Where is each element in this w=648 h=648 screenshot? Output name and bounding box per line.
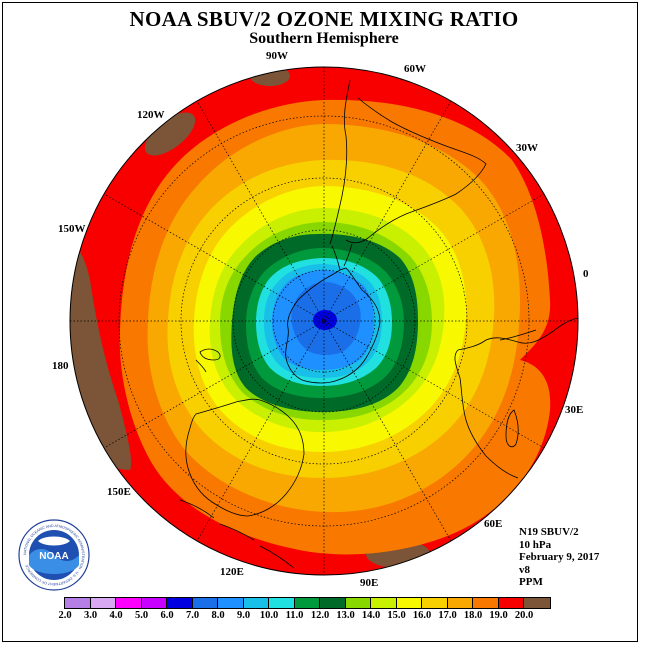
color-scale-tick-label: 5.0 (134, 610, 149, 621)
label-120e: 120E (220, 566, 244, 578)
indonesia-coastline (179, 499, 295, 569)
label-90e: 90E (360, 577, 379, 589)
color-scale-segment (345, 598, 371, 608)
color-scale-tick-label: 20.0 (514, 610, 534, 621)
label-60e: 60E (484, 518, 503, 530)
color-scale-segment (524, 598, 550, 608)
info-satellite: N19 SBUV/2 (519, 526, 579, 538)
meridian-30e-150w (103, 193, 545, 449)
info-date: February 9, 2017 (519, 551, 600, 563)
color-scale-tick-label: 14.0 (361, 610, 381, 621)
south-america-coastline (329, 79, 487, 245)
color-scale-segment (167, 598, 193, 608)
color-scale-segment (269, 598, 295, 608)
meridian-60w-120e (196, 100, 452, 542)
label-150w: 150W (58, 223, 86, 235)
color-scale-segment (65, 598, 91, 608)
africa-coastline (454, 317, 578, 479)
label-120w: 120W (137, 109, 165, 121)
antarctic-peninsula (331, 243, 353, 271)
color-scale-segment (116, 598, 142, 608)
color-scale-tick-label: 18.0 (463, 610, 483, 621)
antarctica-coastline (285, 267, 381, 384)
color-scale-tick-label: 8.0 (211, 610, 225, 621)
color-scale-tick-label: 19.0 (489, 610, 508, 621)
color-scale-tick-label: 9.0 (236, 610, 251, 621)
color-scale-tick-label: 15.0 (387, 610, 406, 621)
map-title: NOAA SBUV/2 OZONE MIXING RATIO (129, 7, 519, 31)
graticule (70, 67, 578, 575)
map-subtitle: Southern Hemisphere (249, 30, 399, 47)
color-scale-segment (218, 598, 244, 608)
color-scale-tick-label: 10.0 (259, 610, 279, 621)
color-scale-segment (294, 598, 320, 608)
color-scale-tick-label: 12.0 (310, 610, 330, 621)
meridian-60e-120w (196, 100, 452, 542)
color-scale-ticks: 2.0 3.0 4.0 5.0 6.0 7.0 8.0 9.0 10.0 11.0 12.0 13.0… (0, 610, 648, 624)
noaa-logo: NOAA NATIONAL OCEANIC AND ATMOSPHERIC AD… (18, 519, 90, 591)
map-boundary (69, 66, 579, 576)
color-scale-tick-label: 17.0 (438, 610, 457, 621)
color-scale-segment (192, 598, 218, 608)
color-scale-segment (473, 598, 499, 608)
ozone-field (70, 67, 578, 575)
color-scale-segment (396, 598, 422, 608)
color-scale-tick-label: 7.0 (185, 610, 200, 621)
label-180: 180 (52, 360, 69, 372)
new-zealand-coastline (195, 348, 221, 373)
color-scale-tick-label: 13.0 (336, 610, 355, 621)
color-scale-tick-label: 3.0 (83, 610, 98, 621)
color-scale-tick-label: 4.0 (109, 610, 123, 621)
color-scale-segment (243, 598, 269, 608)
info-block: N19 SBUV/2 10 hPa February 9, 2017 v8 PP… (519, 526, 599, 589)
label-60w: 60W (404, 63, 426, 75)
coastlines (179, 79, 578, 569)
color-scale-tick-label: 2.0 (58, 610, 72, 621)
color-scale-segment (422, 598, 448, 608)
color-scale-segment (447, 598, 473, 608)
madagascar-coastline (505, 409, 519, 448)
band-5-6 (313, 310, 337, 330)
color-scale-bar (64, 597, 551, 609)
label-30w: 30W (516, 142, 538, 154)
label-30e: 30E (565, 404, 584, 416)
label-0: 0 (583, 268, 589, 280)
noaa-logo-text: NOAA (39, 551, 68, 562)
australia-coastline (185, 398, 305, 517)
color-scale-tick-label: 6.0 (160, 610, 174, 621)
info-version: v8 (519, 563, 530, 576)
color-scale-segment (371, 598, 397, 608)
meridian-30w-150e (103, 193, 545, 449)
color-scale-tick-label: 11.0 (285, 610, 304, 621)
info-units: PPM (519, 576, 543, 588)
latitude-circle-60s (232, 229, 416, 413)
color-scale-segment (320, 598, 346, 608)
info-level: 10 hPa (519, 538, 552, 551)
band-20-plus-nw (144, 112, 196, 156)
color-scale-segment (90, 598, 116, 608)
color-scale-segment (141, 598, 167, 608)
label-90w: 90W (266, 50, 288, 62)
color-scale-tick-label: 16.0 (412, 610, 432, 621)
label-150e: 150E (107, 486, 131, 498)
color-scale-segment (498, 598, 524, 608)
